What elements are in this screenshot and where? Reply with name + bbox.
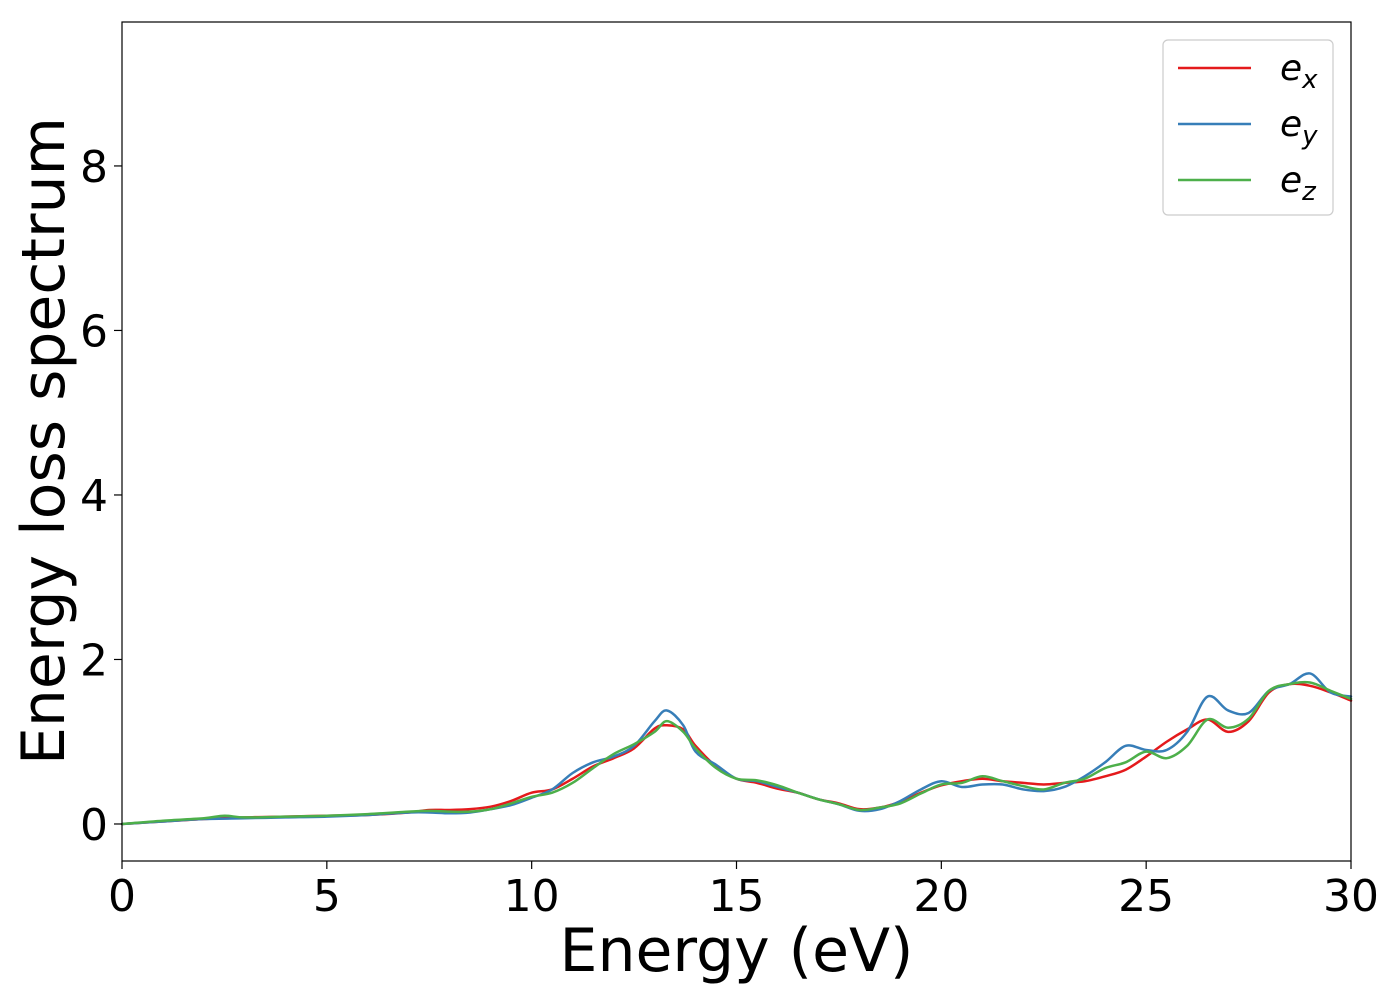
x-tick-label: 5: [313, 871, 341, 922]
y-tick-label: 8: [80, 142, 108, 193]
plot-area: [122, 22, 1351, 861]
x-axis-label: Energy (eV): [560, 916, 914, 986]
x-tick-label: 30: [1323, 871, 1379, 922]
y-axis-label: Energy loss spectrum: [9, 117, 79, 765]
legend-box: [1162, 39, 1334, 216]
y-tick-label: 4: [80, 471, 108, 522]
x-tick-label: 0: [108, 871, 136, 922]
y-tick-label: 6: [80, 306, 108, 357]
y-tick-label: 2: [80, 635, 108, 686]
series-layer: [120, 672, 1353, 826]
x-tick-label: 10: [504, 871, 560, 922]
x-tick-label: 20: [913, 871, 969, 922]
x-tick-label: 15: [709, 871, 765, 922]
series-line-ez: [120, 680, 1353, 826]
y-tick-label: 0: [80, 800, 108, 851]
x-axis: 0 5 10 15 20 25 30: [108, 861, 1379, 922]
y-axis: 0 2 4 6 8: [80, 142, 122, 851]
x-tick-label: 25: [1118, 871, 1174, 922]
